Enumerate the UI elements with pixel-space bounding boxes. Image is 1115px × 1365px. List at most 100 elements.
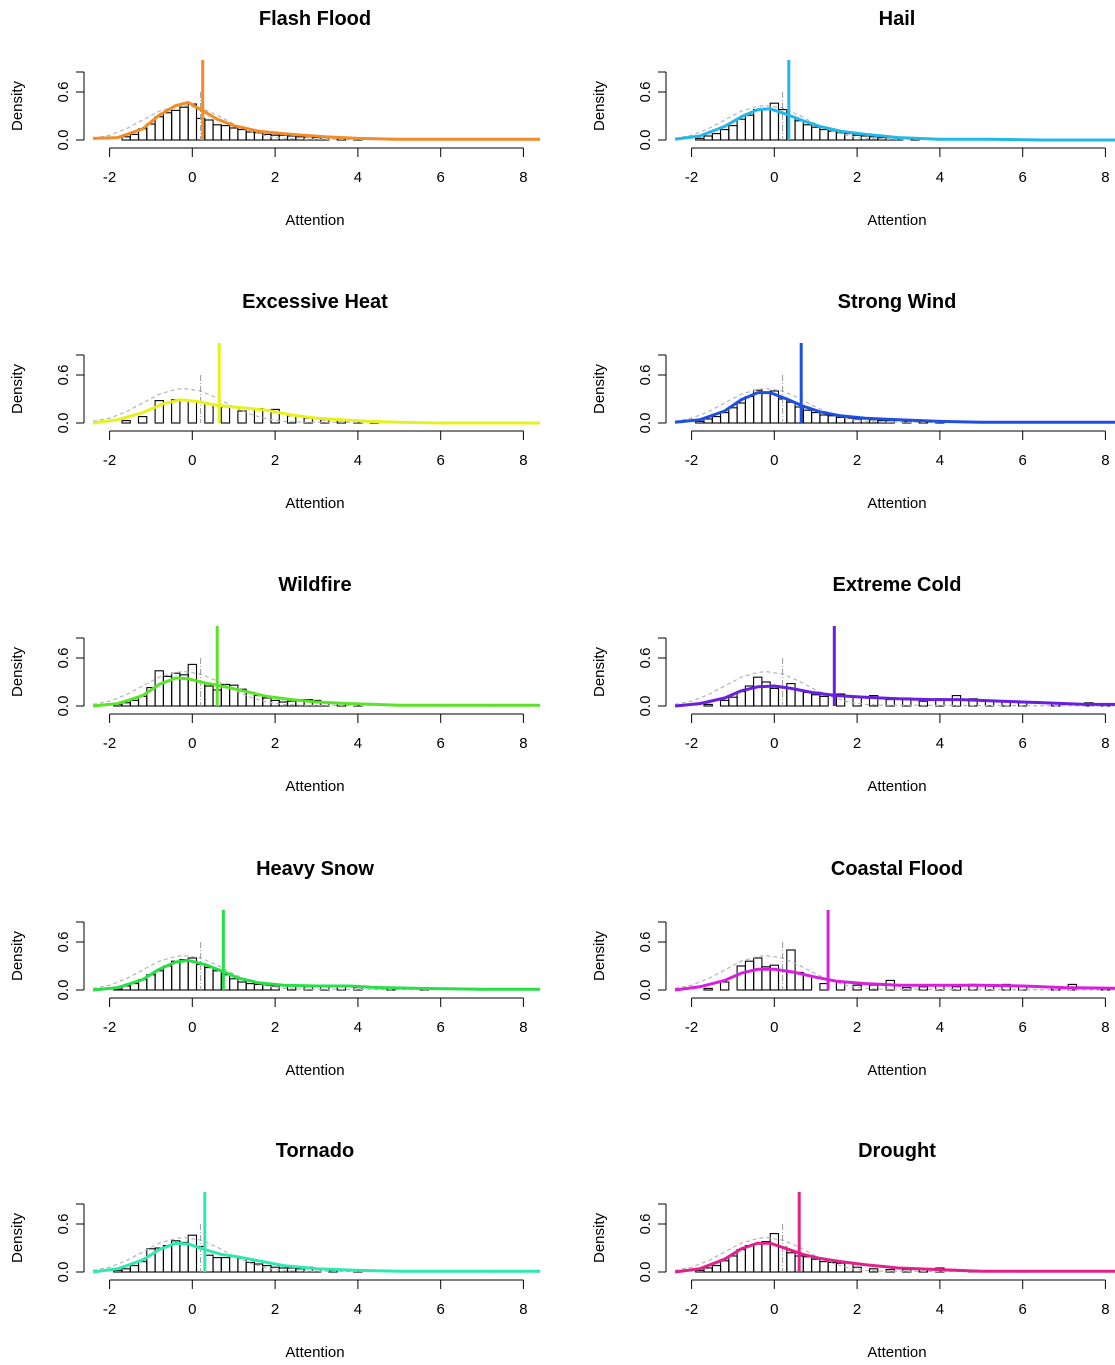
histogram-bar	[129, 699, 140, 707]
y-tick-label: 0.0	[55, 130, 72, 151]
chart-title: Heavy Snow	[256, 858, 374, 880]
histogram-bar	[162, 112, 173, 141]
histogram-bar	[736, 691, 746, 707]
y-tick-label: 0.6	[637, 1214, 654, 1235]
x-axis-label: Attention	[285, 778, 344, 795]
chart-panel: Coastal Flood -2 0 2 4 6 8 0.0 0.6 Attention Densi…	[591, 858, 1115, 1079]
histogram-bar	[744, 396, 755, 424]
y-axis-label: Density	[591, 1212, 608, 1263]
histogram-bar	[154, 116, 164, 141]
histogram-bar	[719, 412, 730, 424]
x-tick-label: 2	[271, 452, 279, 469]
x-tick-label: 2	[271, 169, 279, 186]
x-tick-label: 4	[354, 735, 362, 752]
histogram-bar	[245, 131, 255, 141]
x-tick-label: 4	[936, 1019, 944, 1036]
histogram-bar	[129, 133, 140, 141]
y-tick-label: 0.6	[637, 648, 654, 669]
histogram-bar	[695, 420, 705, 424]
x-tick-label: 6	[1019, 452, 1027, 469]
y-tick-label: 0.6	[637, 82, 654, 103]
y-tick-label: 0.0	[55, 980, 72, 1001]
x-tick-label: 2	[271, 1019, 279, 1036]
histogram-bar	[802, 124, 813, 141]
histogram-bar	[253, 695, 264, 707]
y-tick-label: 0.0	[55, 696, 72, 717]
histogram-bar	[703, 135, 713, 141]
histogram-bar	[171, 399, 181, 424]
x-tick-label: 4	[354, 1019, 362, 1036]
histogram-bar	[761, 108, 771, 141]
reference-density-curve	[674, 104, 1115, 141]
histogram-bar	[204, 967, 214, 991]
histogram-bar	[744, 114, 755, 141]
y-tick-label: 0.0	[637, 696, 654, 717]
x-tick-label: 4	[354, 1301, 362, 1318]
chart-title: Hail	[879, 8, 916, 30]
histogram-bar	[220, 406, 231, 424]
histogram-bar	[802, 409, 813, 424]
x-axis-label: Attention	[867, 1062, 926, 1079]
histogram-bar	[129, 1265, 140, 1273]
y-tick-label: 0.6	[55, 1214, 72, 1235]
x-axis-label: Attention	[285, 212, 344, 229]
histogram-bar	[827, 130, 837, 141]
histogram-bar	[802, 1256, 813, 1273]
histogram-bar	[154, 670, 164, 707]
x-tick-label: 8	[1101, 452, 1109, 469]
x-tick-label: -2	[103, 452, 116, 469]
reference-density-curve	[92, 1236, 541, 1273]
histogram-bar	[695, 137, 705, 141]
histogram-bar	[162, 965, 173, 991]
histogram-bar	[187, 1234, 198, 1273]
histogram-bar	[154, 400, 164, 424]
x-axis-label: Attention	[285, 1344, 344, 1361]
histogram-bar	[811, 412, 821, 424]
histogram-bar	[736, 1249, 746, 1273]
histogram-bar	[212, 1257, 222, 1273]
x-tick-label: -2	[685, 169, 698, 186]
y-axis-label: Density	[591, 363, 608, 414]
y-tick-label: 0.0	[55, 1262, 72, 1283]
x-tick-label: 8	[519, 1301, 527, 1318]
x-tick-label: 2	[853, 169, 861, 186]
histogram-bar	[719, 981, 730, 991]
y-tick-label: 0.6	[55, 648, 72, 669]
histogram-bar	[237, 981, 247, 991]
chart-panel: Extreme Cold -2 0 2 4 6 8 0.0 0.6 Attention Densit…	[591, 574, 1115, 795]
histogram-bar	[237, 410, 247, 424]
x-tick-label: 8	[519, 735, 527, 752]
x-tick-label: 2	[853, 1301, 861, 1318]
histogram-bar	[137, 1261, 148, 1273]
histogram-bar	[728, 696, 738, 707]
histogram-bar	[711, 1265, 722, 1273]
histogram-bar	[753, 676, 763, 707]
histogram-bar	[811, 1258, 821, 1273]
chart-panel: Wildfire -2 0 2 4 6 8 0.0 0.6 Attention Density	[9, 574, 541, 795]
histogram-bar	[868, 695, 879, 707]
density-curve	[92, 958, 540, 992]
chart-title: Flash Flood	[259, 8, 371, 30]
x-tick-label: -2	[103, 169, 116, 186]
x-axis-label: Attention	[867, 495, 926, 512]
y-tick-label: 0.0	[637, 980, 654, 1001]
y-tick-label: 0.6	[55, 932, 72, 953]
chart-title: Excessive Heat	[242, 291, 388, 313]
x-tick-label: 2	[853, 452, 861, 469]
x-axis-label: Attention	[867, 212, 926, 229]
histogram-bar	[711, 133, 722, 141]
histogram-bar	[835, 693, 846, 707]
density-curve	[92, 1241, 540, 1274]
histogram-bar	[245, 1261, 255, 1273]
histogram-bar	[187, 663, 198, 707]
y-tick-label: 0.0	[55, 413, 72, 434]
chart-panel: Tornado -2 0 2 4 6 8 0.0 0.6 Attention Density	[9, 1140, 541, 1361]
chart-title: Strong Wind	[838, 291, 957, 313]
y-axis-label: Density	[9, 930, 26, 981]
x-tick-label: 4	[936, 452, 944, 469]
histogram-bar	[212, 124, 222, 141]
y-axis-label: Density	[591, 80, 608, 131]
histogram-bar	[819, 414, 829, 424]
x-tick-label: 6	[1019, 1301, 1027, 1318]
chart-panel: Heavy Snow -2 0 2 4 6 8 0.0 0.6 Attention Density	[9, 858, 541, 1079]
